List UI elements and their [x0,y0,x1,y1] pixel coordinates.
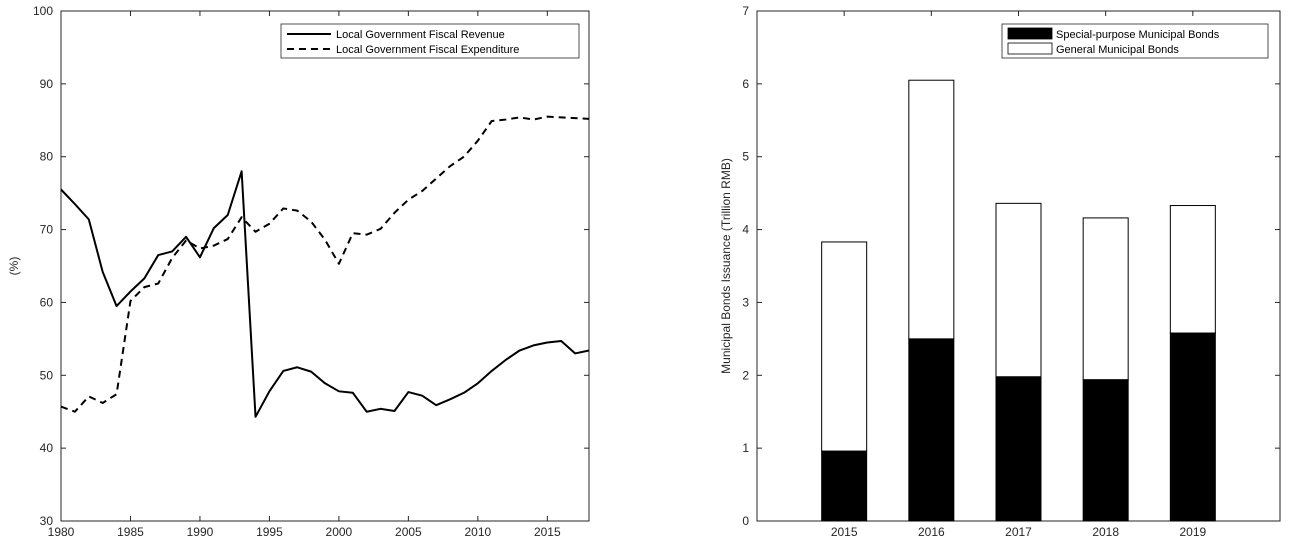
general-bond-bar-2015 [821,241,868,452]
legend-expenditure-label: Local Government Fiscal Expenditure [336,44,519,56]
line-chart-x-tick-label: 2000 [326,525,353,539]
line-chart-y-tick-label: 30 [40,514,54,528]
line-chart-ticks: 30 40 50 60 70 80 90 100 1980 1985 1990 1995 2000 200… [33,4,589,539]
bar-chart-x-tick-label: 2016 [918,525,945,539]
special-bond-bar-2018 [1082,379,1129,522]
line-chart-y-tick-label: 50 [40,368,54,382]
bar-chart-y-tick-label: 3 [742,295,749,309]
special-bond-bar-2015 [821,450,868,522]
bar-chart-y-tick-label: 6 [742,77,749,91]
line-chart: 30 40 50 60 70 80 90 100 1980 1985 1990 1995 2000 200… [7,4,590,539]
line-chart-x-tick-label: 1980 [48,525,75,539]
general-bond-bar-2018 [1082,217,1129,381]
line-chart-x-tick-label: 1995 [256,525,283,539]
general-bond-bar-2017 [995,202,1042,378]
line-chart-x-tick-label: 2015 [534,525,561,539]
bar-chart-y-tick-label: 2 [742,368,749,382]
bar-chart-y-tick-label: 5 [742,150,749,164]
general-bond-bar-2016 [908,79,955,340]
bar-chart-x-tick-label: 2017 [1005,525,1032,539]
expenditure-series-line [60,115,590,413]
legend-special-swatch [1007,27,1053,40]
line-chart-x-tick-label: 1985 [117,525,144,539]
bar-chart-x-tick-label: 2018 [1092,525,1119,539]
special-bond-bar-2017 [995,376,1042,522]
line-chart-y-tick-label: 70 [40,223,54,237]
line-chart-series [60,115,590,418]
bar-chart-ticks: 0 1 2 3 4 5 6 7 2015 2016 2017 2018 2019 [742,4,1280,539]
line-chart-x-tick-label: 2010 [464,525,491,539]
legend-general-swatch [1007,42,1053,55]
line-chart-y-tick-label: 80 [40,150,54,164]
line-chart-y-tick-label: 60 [40,295,54,309]
bar-chart-y-tick-label: 4 [742,223,749,237]
bar-chart-x-tick-label: 2019 [1179,525,1206,539]
line-chart-legend-box [280,23,580,59]
bar-chart-y-tick-label: 0 [742,514,749,528]
bar-chart-legend: Special-purpose Municipal Bonds General … [1001,23,1269,59]
legend-special-label: Special-purpose Municipal Bonds [1056,29,1220,41]
special-bond-bar-2019 [1169,332,1216,522]
bar-chart-y-tick-label: 7 [742,4,749,18]
line-chart-x-tick-label: 2005 [395,525,422,539]
revenue-series-line [60,170,590,418]
general-bond-bar-2019 [1169,205,1216,334]
legend-general-label: General Municipal Bonds [1056,44,1179,56]
bar-chart-x-tick-label: 2015 [831,525,858,539]
bar-chart-bars [821,79,1216,522]
line-chart-y-tick-label: 100 [33,4,53,18]
legend-revenue-label: Local Government Fiscal Revenue [336,29,505,41]
line-chart-y-axis-label: (%) [7,257,21,276]
line-chart-y-tick-label: 40 [40,441,54,455]
bar-chart: 0 1 2 3 4 5 6 7 2015 2016 2017 2018 2019 Municipal B… [719,4,1281,539]
line-chart-y-tick-label: 90 [40,77,54,91]
special-bond-bar-2016 [908,338,955,522]
line-chart-axes-box [60,10,590,522]
line-chart-x-tick-label: 1990 [187,525,214,539]
bar-chart-y-tick-label: 1 [742,441,749,455]
bar-chart-y-axis-label: Municipal Bonds Issuance (Trillion RMB) [719,158,733,374]
line-chart-legend: Local Government Fiscal Revenue Local Go… [280,23,580,59]
